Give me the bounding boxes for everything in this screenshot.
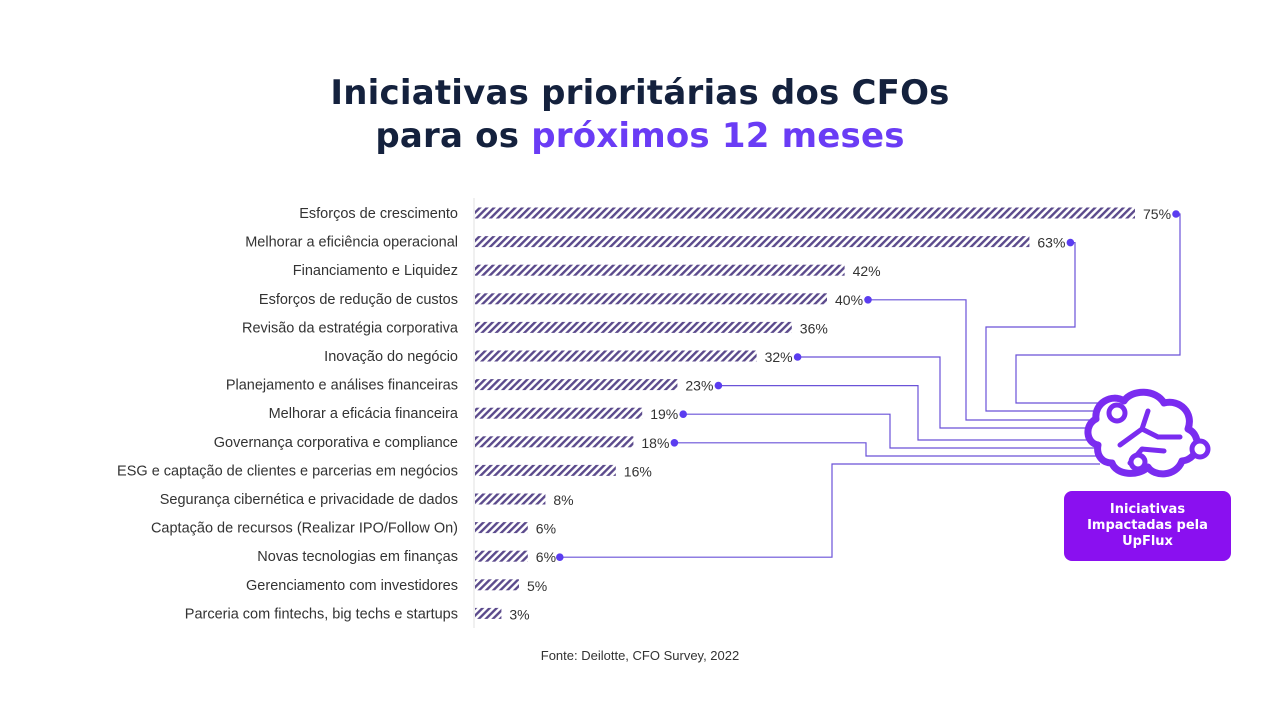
highlight-dots xyxy=(556,210,1180,561)
connector-line xyxy=(868,299,1100,421)
bar xyxy=(475,579,519,591)
bar xyxy=(475,293,827,305)
value-label: 42% xyxy=(853,263,881,279)
category-label: Revisão da estratégia corporativa xyxy=(242,320,459,336)
title-line-2-prefix: para os xyxy=(375,116,532,156)
highlight-dot xyxy=(864,296,872,304)
category-label: Governança corporativa e compliance xyxy=(214,435,458,451)
highlight-dot xyxy=(556,553,564,561)
connector-line xyxy=(797,356,1100,429)
badge-text: Iniciativas Impactadas pela UpFlux xyxy=(1087,502,1208,549)
bar xyxy=(475,379,678,391)
category-label: Esforços de crescimento xyxy=(299,206,458,222)
category-label: Gerenciamento com investidores xyxy=(246,578,458,594)
value-label: 6% xyxy=(536,521,556,537)
source-note: Fonte: Deilotte, CFO Survey, 2022 xyxy=(540,648,740,663)
highlight-dot xyxy=(714,381,723,390)
connector-line xyxy=(683,413,1100,449)
category-label: Segurança cibernética e privacidade de d… xyxy=(160,492,458,508)
highlight-dot xyxy=(793,353,802,361)
value-label: 16% xyxy=(624,463,652,479)
category-label: Esforços de redução de custos xyxy=(259,292,458,308)
value-label: 18% xyxy=(641,435,669,451)
highlight-dot xyxy=(679,410,687,419)
highlight-dot xyxy=(670,439,679,447)
value-label: 8% xyxy=(553,492,573,508)
title-line-1: Iniciativas prioritárias dos CFOs xyxy=(330,73,950,113)
upflux-badge: Iniciativas Impactadas pela UpFlux xyxy=(1064,491,1231,561)
bar xyxy=(475,321,792,333)
category-label: Melhorar a eficiência operacional xyxy=(245,235,458,251)
highlight-dot xyxy=(1066,238,1075,247)
title-highlight: próximos 12 meses xyxy=(531,116,905,156)
title-line-2: para os próximos 12 meses xyxy=(0,115,1280,158)
value-label: 3% xyxy=(509,606,529,622)
bar xyxy=(475,522,528,534)
bar xyxy=(475,436,634,448)
highlight-dot xyxy=(1172,210,1180,218)
value-label: 5% xyxy=(527,578,547,594)
category-label: Planejamento e análises financeiras xyxy=(226,378,458,394)
connector-line xyxy=(559,463,1100,558)
value-label: 36% xyxy=(800,320,828,336)
category-label: Captação de recursos (Realizar IPO/Follo… xyxy=(151,521,458,537)
bar xyxy=(475,207,1135,219)
value-label: 32% xyxy=(765,349,793,365)
connector-line xyxy=(718,385,1100,441)
category-label: Novas tecnologias em finanças xyxy=(257,549,458,565)
value-labels: 75% 63% 42% 40% 36% 32% 23% 19% 18% 16% 8% 6% 6% 5% 3% xyxy=(509,206,1171,622)
bar xyxy=(475,264,845,276)
category-label: Melhorar a eficácia financeira xyxy=(269,406,459,422)
category-labels: Esforços de crescimento Melhorar a eficiê… xyxy=(117,206,459,622)
bar xyxy=(475,550,528,562)
value-label: 63% xyxy=(1037,235,1065,251)
bar xyxy=(475,407,643,419)
bar xyxy=(475,607,502,619)
value-label: 23% xyxy=(685,378,713,394)
bars xyxy=(475,207,1135,619)
upflux-brain-icon xyxy=(1084,388,1211,478)
category-label: Parceria com fintechs, big techs e start… xyxy=(185,606,458,622)
chart-title: Iniciativas prioritárias dos CFOs para o… xyxy=(0,72,1280,158)
value-label: 6% xyxy=(536,549,556,565)
bar xyxy=(475,493,546,505)
category-label: Financiamento e Liquidez xyxy=(293,263,458,279)
bar xyxy=(475,350,757,362)
connector-line xyxy=(985,242,1100,412)
category-label: Inovação do negócio xyxy=(324,349,458,365)
value-label: 40% xyxy=(835,292,863,308)
bar xyxy=(475,236,1030,248)
value-label: 75% xyxy=(1143,206,1171,222)
value-label: 19% xyxy=(650,406,678,422)
category-label: ESG e captação de clientes e parcerias e… xyxy=(117,463,458,479)
connector-line xyxy=(674,442,1100,457)
bar xyxy=(475,464,616,476)
